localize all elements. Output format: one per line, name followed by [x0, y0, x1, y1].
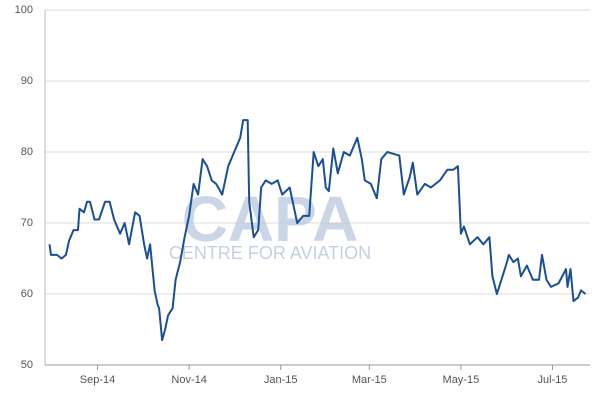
- x-tick-label: Nov-14: [171, 374, 206, 386]
- y-tick-label: 80: [21, 146, 33, 158]
- x-tick-label: Sep-14: [80, 374, 115, 386]
- x-tick-label: Jul-15: [537, 374, 567, 386]
- data-line: [48, 119, 587, 342]
- y-tick-label: 100: [15, 4, 33, 16]
- x-tick-label: Jan-15: [264, 374, 298, 386]
- watermark-subtitle: CENTRE FOR AVIATION: [169, 243, 371, 263]
- x-tick-label: Mar-15: [352, 374, 387, 386]
- x-tick-label: May-15: [443, 374, 480, 386]
- y-tick-label: 70: [21, 217, 33, 229]
- watermark-title: CAPA: [182, 183, 359, 255]
- y-tick-label: 50: [21, 359, 33, 371]
- y-tick-label: 60: [21, 288, 33, 300]
- y-tick-label: 90: [21, 75, 33, 87]
